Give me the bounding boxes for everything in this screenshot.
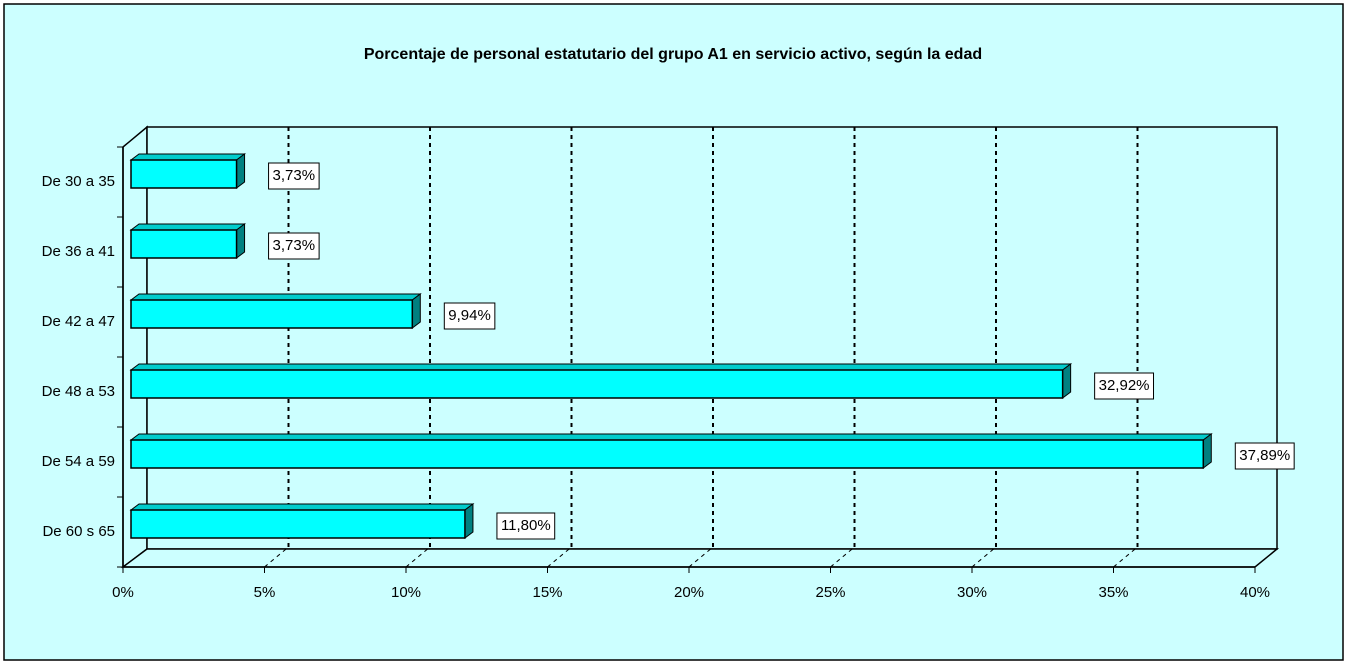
x-tick-label: 5% [254,584,276,601]
x-tick-label: 15% [532,584,562,601]
x-tick-label: 20% [674,584,704,601]
x-tick-label: 25% [815,584,845,601]
bar [130,299,414,329]
data-label: 3,73% [273,167,316,184]
bar [130,369,1064,399]
x-tick-label: 35% [1098,584,1128,601]
bar-side [236,223,246,259]
bar-top [129,153,247,161]
bar-side [411,293,421,329]
bar-top [129,223,247,231]
grid-line [830,546,855,568]
grid-line [547,546,572,568]
bar-side [464,503,474,539]
bar-top [129,363,1073,371]
x-tick-label: 40% [1240,584,1270,601]
data-label-box [268,162,320,190]
y-tick-label: De 60 s 65 [42,523,115,540]
y-tick-label: De 36 a 41 [42,243,115,260]
grid-line [688,546,714,568]
data-label: 3,73% [273,237,316,254]
data-label: 11,80% [501,517,551,534]
grid-line [971,546,997,568]
data-label: 9,94% [448,307,491,324]
grid-line [405,546,431,568]
bar [130,229,238,259]
data-label-box [496,512,556,540]
y-tick-label: De 48 a 53 [42,383,115,400]
data-label: 32,92% [1099,377,1150,394]
bar-top [129,503,475,511]
x-tick-label: 10% [391,584,421,601]
y-tick-label: De 54 a 59 [42,453,115,470]
bar [130,509,466,539]
grid-line [264,546,289,568]
data-label-box [1234,442,1295,470]
bar-side [1062,363,1072,399]
chart-title: Porcentaje de personal estatutario del g… [364,46,982,63]
bar-top [129,293,422,301]
x-tick-label: 30% [957,584,987,601]
floor [120,548,1280,568]
y-tick-label: De 42 a 47 [42,313,115,330]
data-label: 37,89% [1239,447,1290,464]
bar-top [129,433,1213,441]
bar [130,159,238,189]
x-tick-label: 0% [112,584,134,601]
y-tick-label: De 30 a 35 [42,173,115,190]
grid-line [1113,546,1138,568]
data-label-box [268,232,320,260]
bar-side [1202,433,1212,469]
left-wall [122,125,148,569]
data-label-box [443,302,496,330]
bar [130,439,1205,469]
bar-side [236,153,246,189]
data-label-box [1094,372,1155,400]
